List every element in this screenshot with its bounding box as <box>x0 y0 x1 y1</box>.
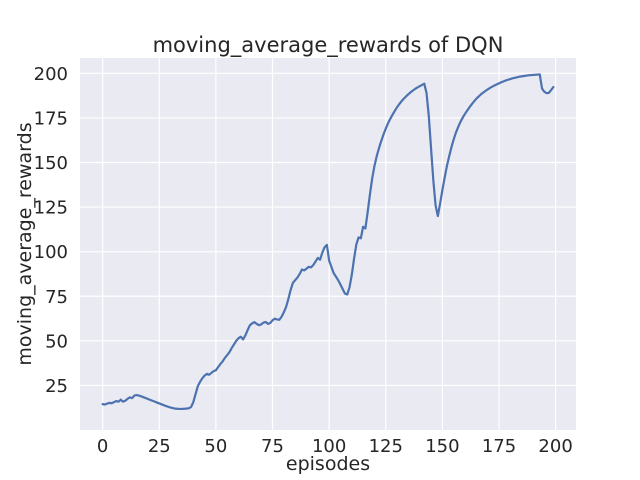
y-tick-label: 200 <box>34 64 68 85</box>
x-tick-label: 0 <box>97 436 108 457</box>
x-tick-label: 50 <box>204 436 227 457</box>
x-tick-label: 75 <box>261 436 284 457</box>
x-tick-label: 200 <box>538 436 572 457</box>
y-tick-label: 150 <box>34 153 68 174</box>
reward-line <box>101 73 555 411</box>
y-tick-label: 100 <box>34 242 68 263</box>
chart-title: moving_average_rewards of DQN <box>152 33 504 57</box>
y-tick-label: 125 <box>34 198 68 219</box>
y-tick-label: 75 <box>45 287 68 308</box>
x-tick-label: 150 <box>425 436 459 457</box>
y-tick-label: 175 <box>34 108 68 129</box>
x-tick-label: 100 <box>312 436 346 457</box>
x-axis-label: episodes <box>285 453 371 475</box>
y-tick-label: 25 <box>45 376 68 397</box>
y-axis-label: moving_average_rewards <box>14 122 36 366</box>
plot-background <box>80 58 576 430</box>
x-tick-label: 125 <box>369 436 403 457</box>
x-tick-label: 25 <box>148 436 171 457</box>
x-tick-label: 175 <box>482 436 516 457</box>
y-tick-label: 50 <box>45 331 68 352</box>
